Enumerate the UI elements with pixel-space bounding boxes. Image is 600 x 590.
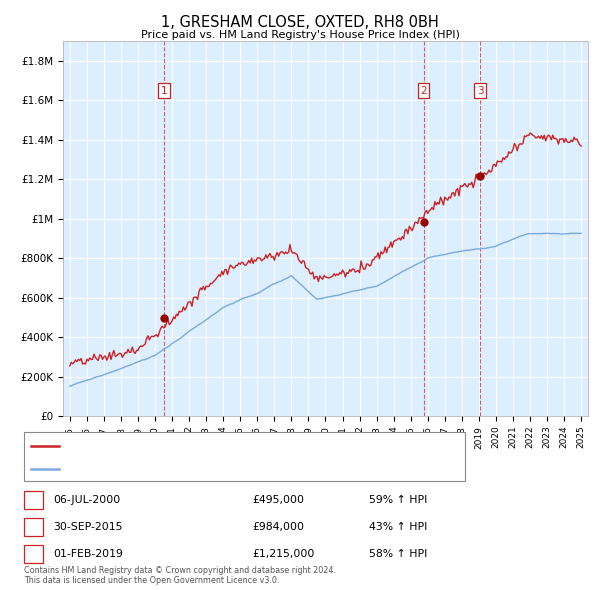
Text: 1: 1 xyxy=(160,86,167,96)
Text: £1,215,000: £1,215,000 xyxy=(252,549,314,559)
Text: Price paid vs. HM Land Registry's House Price Index (HPI): Price paid vs. HM Land Registry's House … xyxy=(140,30,460,40)
Text: 1: 1 xyxy=(30,495,37,504)
Text: Contains HM Land Registry data © Crown copyright and database right 2024.: Contains HM Land Registry data © Crown c… xyxy=(24,566,336,575)
Text: 2: 2 xyxy=(420,86,427,96)
Text: 1, GRESHAM CLOSE, OXTED, RH8 0BH (detached house): 1, GRESHAM CLOSE, OXTED, RH8 0BH (detach… xyxy=(65,441,344,451)
Text: 1, GRESHAM CLOSE, OXTED, RH8 0BH: 1, GRESHAM CLOSE, OXTED, RH8 0BH xyxy=(161,15,439,30)
Text: 06-JUL-2000: 06-JUL-2000 xyxy=(53,495,120,504)
Text: 58% ↑ HPI: 58% ↑ HPI xyxy=(369,549,427,559)
Text: £984,000: £984,000 xyxy=(252,522,304,532)
Text: 30-SEP-2015: 30-SEP-2015 xyxy=(53,522,122,532)
Text: £495,000: £495,000 xyxy=(252,495,304,504)
Text: HPI: Average price, detached house, Tandridge: HPI: Average price, detached house, Tand… xyxy=(65,464,298,474)
Text: 01-FEB-2019: 01-FEB-2019 xyxy=(53,549,122,559)
Text: 43% ↑ HPI: 43% ↑ HPI xyxy=(369,522,427,532)
Text: 2: 2 xyxy=(30,522,37,532)
Text: 59% ↑ HPI: 59% ↑ HPI xyxy=(369,495,427,504)
Text: 3: 3 xyxy=(30,549,37,559)
Text: This data is licensed under the Open Government Licence v3.0.: This data is licensed under the Open Gov… xyxy=(24,576,280,585)
Text: 3: 3 xyxy=(477,86,484,96)
